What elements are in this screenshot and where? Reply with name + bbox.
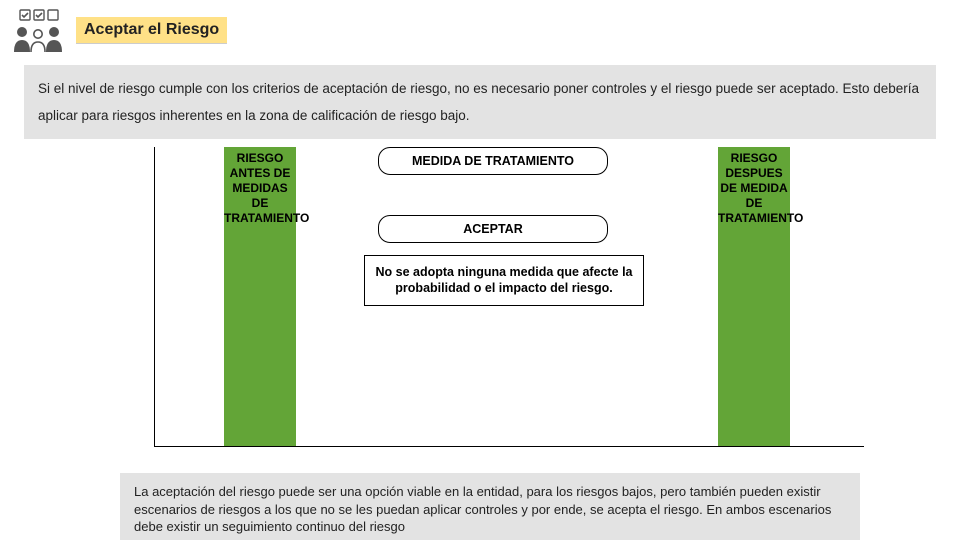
treatment-boxes: MEDIDA DE TRATAMIENTO ACEPTAR No se adop… bbox=[364, 147, 644, 447]
bar-risk-before: RIESGO ANTES DE MEDIDAS DE TRATAMIENTO bbox=[224, 147, 296, 446]
title-highlight: Aceptar el Riesgo bbox=[76, 17, 227, 44]
measure-box: MEDIDA DE TRATAMIENTO bbox=[378, 147, 608, 175]
page-title: Aceptar el Riesgo bbox=[84, 21, 219, 39]
description-text: No se adopta ninguna medida que afecte l… bbox=[376, 265, 633, 295]
action-box: ACEPTAR bbox=[378, 215, 608, 243]
header: Aceptar el Riesgo bbox=[0, 0, 960, 53]
footer-text: La aceptación del riesgo puede ser una o… bbox=[134, 484, 831, 534]
footer-text-box: La aceptación del riesgo puede ser una o… bbox=[120, 473, 860, 540]
action-box-text: ACEPTAR bbox=[463, 222, 523, 236]
intro-text-box: Si el nivel de riesgo cumple con los cri… bbox=[24, 65, 936, 139]
description-box: No se adopta ninguna medida que afecte l… bbox=[364, 255, 644, 306]
bar-risk-after: RIESGO DESPUES DE MEDIDA DE TRATAMIENTO bbox=[718, 147, 790, 446]
people-checklist-icon bbox=[8, 8, 68, 53]
intro-text: Si el nivel de riesgo cumple con los cri… bbox=[38, 81, 919, 123]
bar-risk-before-label: RIESGO ANTES DE MEDIDAS DE TRATAMIENTO bbox=[224, 151, 296, 226]
bar-risk-after-label: RIESGO DESPUES DE MEDIDA DE TRATAMIENTO bbox=[718, 151, 790, 226]
left-bar-zone: RIESGO ANTES DE MEDIDAS DE TRATAMIENTO bbox=[154, 147, 364, 447]
measure-box-text: MEDIDA DE TRATAMIENTO bbox=[412, 154, 574, 168]
right-bar-zone: RIESGO DESPUES DE MEDIDA DE TRATAMIENTO bbox=[644, 147, 864, 447]
risk-chart: RIESGO ANTES DE MEDIDAS DE TRATAMIENTO R… bbox=[24, 147, 936, 447]
